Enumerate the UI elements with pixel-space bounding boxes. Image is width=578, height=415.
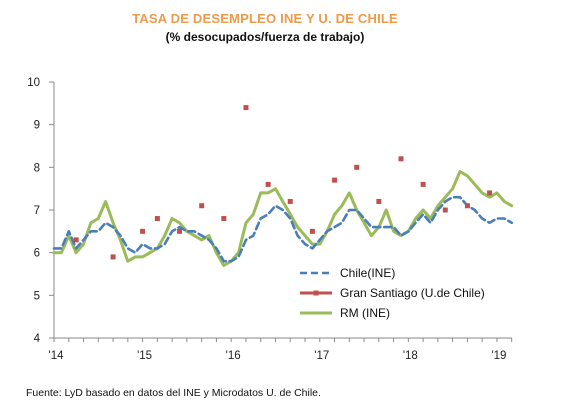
gran-santiago-point: [354, 164, 360, 170]
legend-label: RM (INE): [340, 306, 390, 320]
y-tick-label: 5: [34, 290, 40, 302]
gran-santiago-point: [140, 228, 146, 234]
gran-santiago-point: [420, 181, 426, 187]
rm-ine-line: [52, 170, 514, 267]
x-tick-label: '15: [137, 350, 152, 362]
gran-santiago-point: [177, 228, 183, 234]
chile-ine-line: [52, 195, 514, 263]
chart-series: [52, 105, 514, 267]
gran-santiago-point: [376, 198, 382, 204]
gran-santiago-point: [309, 228, 315, 234]
gran-santiago-point: [464, 203, 470, 209]
gran-santiago-point: [265, 181, 271, 187]
legend-label: Chile(INE): [340, 266, 395, 280]
gran-santiago-point: [398, 156, 404, 162]
y-tick-label: 7: [34, 205, 40, 217]
legend-label: Gran Santiago (U.de Chile): [340, 286, 485, 300]
gran-santiago-point: [487, 190, 493, 196]
y-tick-label: 4: [34, 333, 41, 345]
gran-santiago-point: [199, 203, 205, 209]
y-tick-label: 10: [27, 77, 40, 89]
gran-santiago-point: [73, 237, 79, 243]
chart-subtitle: (% desocupados/fuerza de trabajo): [165, 30, 365, 44]
x-tick-label: '19: [491, 350, 506, 362]
gran-santiago-point: [154, 216, 160, 222]
y-tick-label: 6: [34, 248, 40, 260]
x-tick-label: '14: [49, 350, 65, 362]
x-tick-label: '18: [403, 350, 418, 362]
gran-santiago-point: [442, 207, 448, 213]
x-tick-label: '17: [314, 350, 329, 362]
gran-santiago-point: [221, 216, 227, 222]
gran-santiago-point: [287, 198, 293, 204]
chart-legend: Chile(INE) Gran Santiago (U.de Chile) RM (…: [300, 266, 485, 320]
legend-marker-gran-santiago: [313, 290, 319, 296]
chart-title: TASA DE DESEMPLEO INE Y U. DE CHILE: [132, 11, 398, 26]
y-tick-label: 9: [34, 120, 40, 132]
chart-axes: 4 5 6 7 8 9 10 '14 '15 '16 '17 '18 '19: [27, 77, 513, 362]
y-tick-label: 8: [34, 162, 40, 174]
gran-santiago-point: [243, 105, 249, 111]
gran-santiago-point: [332, 177, 338, 183]
chart-source-note: Fuente: LyD basado en datos del INE y Mi…: [26, 387, 321, 399]
gran-santiago-point: [110, 254, 116, 260]
x-tick-label: '16: [226, 350, 241, 362]
